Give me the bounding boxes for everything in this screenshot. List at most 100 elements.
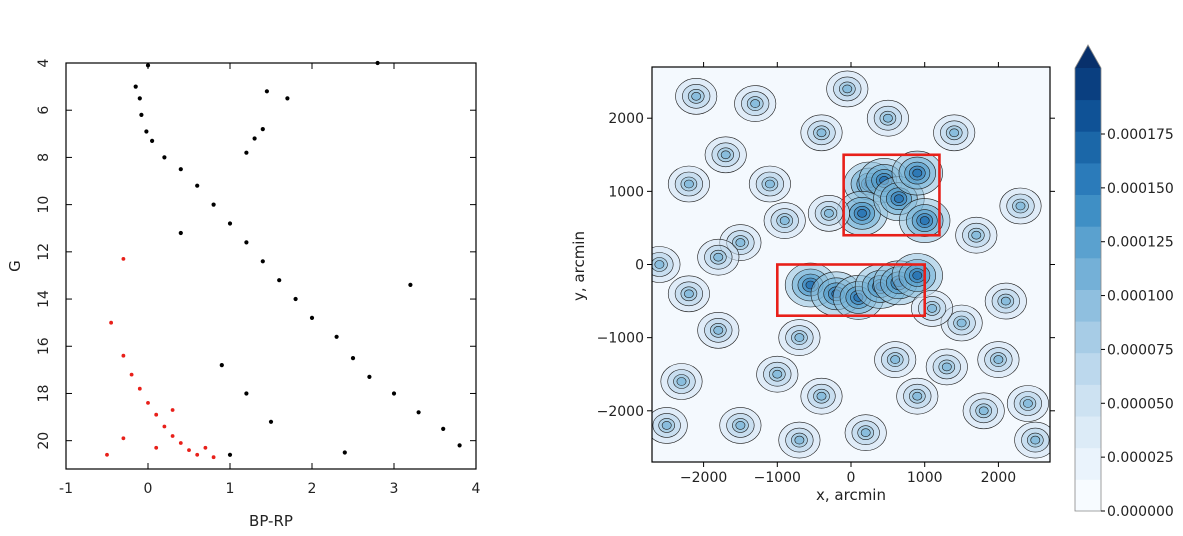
density-contour xyxy=(824,209,834,218)
field-star-point xyxy=(391,391,397,396)
field-star-point xyxy=(264,89,269,94)
density-contour xyxy=(735,421,746,430)
density-contour xyxy=(1030,435,1041,445)
density-contour xyxy=(842,84,853,94)
cmd-y-tick-label: 10 xyxy=(36,196,52,214)
field-star-point xyxy=(441,426,446,431)
field-star-point xyxy=(244,391,249,396)
density-x-tick-label: 1000 xyxy=(907,470,943,486)
cmd-y-tick-label: 8 xyxy=(36,153,52,162)
field-star-point xyxy=(139,112,144,117)
cmd-x-tick-label: 0 xyxy=(144,481,153,497)
density-contour xyxy=(713,325,724,335)
density-contour xyxy=(993,355,1004,364)
field-star-point xyxy=(416,410,421,415)
density-contour xyxy=(713,252,724,262)
density-panel: −2000 −1000 0 1000 2000 −2000−1000010002000 … xyxy=(570,44,1174,520)
field-star-point xyxy=(285,96,290,101)
selected-star-point xyxy=(203,445,208,450)
field-star-point xyxy=(367,374,372,379)
cmd-y-tick-label: 6 xyxy=(36,106,52,115)
density-contour xyxy=(1023,399,1033,408)
colorbar-segment xyxy=(1075,289,1101,322)
density-contour xyxy=(941,362,952,372)
selected-star-point xyxy=(187,448,191,452)
field-star-point xyxy=(244,240,249,245)
selected-star-point xyxy=(137,386,142,391)
density-contour xyxy=(912,168,923,178)
selected-star-point xyxy=(121,257,126,261)
colorbar-tick-label: 0.000100 xyxy=(1107,289,1174,305)
density-y-axis-title: y, arcmin xyxy=(570,231,588,301)
density-contour xyxy=(750,99,761,108)
colorbar: 0.000000 0.000025 0.000050 0.000075 0.000100… xyxy=(1074,44,1174,520)
colorbar-segment xyxy=(1075,68,1101,101)
colorbar-tick-label: 0.000000 xyxy=(1107,504,1174,520)
cmd-points xyxy=(105,60,462,460)
highlight-region-box xyxy=(842,153,941,237)
field-star-point xyxy=(342,450,347,455)
density-contour xyxy=(735,238,746,247)
field-star-point xyxy=(162,155,167,160)
cmd-x-axis-title: BP-RP xyxy=(249,512,293,530)
density-contour xyxy=(654,260,665,269)
field-star-point xyxy=(150,138,155,143)
selected-star-point xyxy=(162,424,167,429)
density-x-axis-title: x, arcmin xyxy=(816,486,886,504)
density-contour xyxy=(676,377,687,386)
field-star-point xyxy=(178,167,183,172)
density-contour xyxy=(927,304,937,313)
density-contour xyxy=(691,92,702,101)
cmd-y-tick-label: 4 xyxy=(36,58,52,67)
selected-star-point xyxy=(105,452,109,457)
density-contour xyxy=(772,369,783,379)
colorbar-segment xyxy=(1075,384,1101,417)
density-contour xyxy=(1000,296,1011,306)
cmd-y-axis: 4 6 8 10 12 14 16 18 20 xyxy=(36,58,476,450)
selected-star-point xyxy=(170,434,175,438)
density-contour xyxy=(816,391,827,401)
cmd-x-tick-label: 3 xyxy=(390,481,399,497)
selected-star-point xyxy=(121,353,126,358)
field-star-point xyxy=(268,419,274,424)
field-star-point xyxy=(350,356,356,361)
selected-star-point xyxy=(154,412,159,417)
highlight-regions xyxy=(775,153,941,318)
density-contour xyxy=(919,216,930,225)
density-contour xyxy=(794,333,805,342)
density-x-tick-label: 0 xyxy=(847,470,856,486)
field-star-point xyxy=(219,363,224,368)
density-contour xyxy=(971,230,982,240)
cmd-x-tick-label: 2 xyxy=(308,481,317,497)
cmd-y-tick-label: 14 xyxy=(36,290,52,308)
field-star-point xyxy=(227,452,233,457)
highlight-region-box xyxy=(775,263,927,318)
selected-star-point xyxy=(211,455,216,460)
colorbar-segment xyxy=(1075,321,1101,354)
colorbar-segment xyxy=(1075,479,1101,512)
selected-star-point xyxy=(146,401,150,405)
density-contour xyxy=(890,355,901,364)
field-star-point xyxy=(195,183,200,188)
density-contour xyxy=(978,406,989,416)
field-star-point xyxy=(227,221,233,226)
density-x-tick-label: −2000 xyxy=(680,470,727,486)
field-star-point xyxy=(334,334,339,339)
selected-star-point xyxy=(178,441,183,445)
selected-star-point xyxy=(129,372,134,377)
density-y-tick-label: 1000 xyxy=(608,184,644,200)
colorbar-segment xyxy=(1075,162,1101,195)
field-star-point xyxy=(408,282,413,287)
field-star-point xyxy=(211,202,216,207)
colorbar-segment xyxy=(1075,352,1101,385)
density-y-tick-label: −1000 xyxy=(597,331,644,347)
field-star-point xyxy=(252,136,257,141)
field-star-point xyxy=(133,84,138,89)
colorbar-tick-label: 0.000025 xyxy=(1107,450,1174,466)
density-contour xyxy=(883,113,893,123)
density-contours xyxy=(652,70,1050,459)
field-star-point xyxy=(260,127,265,132)
density-contour xyxy=(956,318,967,328)
